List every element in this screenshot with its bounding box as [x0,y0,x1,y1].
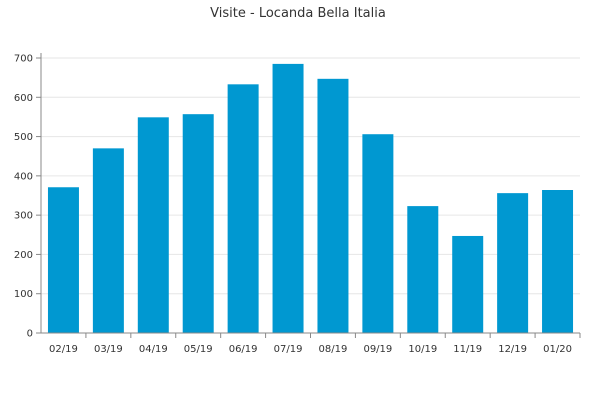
bar [317,78,349,333]
bar [542,190,574,333]
bar [137,117,169,333]
x-tick-label: 01/20 [543,344,572,355]
x-tick-label: 11/19 [453,344,482,355]
grid-lines [41,57,580,295]
bar [272,63,304,334]
bar [92,148,124,333]
x-tick-label: 09/19 [363,344,392,355]
x-tick-labels: 02/19 03/19 04/19 05/19 06/19 07/19 08/19 09/19… [49,344,572,355]
bar [362,134,394,333]
bar [407,206,439,333]
y-tick-label: 500 [14,132,33,143]
bar [182,114,214,333]
y-tick-label: 200 [14,250,33,261]
bars [47,63,574,334]
y-tick-labels: 0 100 200 300 400 500 600 700 [14,54,33,340]
chart-title: Visite - Locanda Bella Italia [210,6,386,21]
x-tick-label: 03/19 [94,344,123,355]
bar [452,235,484,333]
x-tick-label: 12/19 [498,344,527,355]
bar [497,193,529,333]
x-tick-label: 02/19 [49,344,78,355]
bar [227,84,259,333]
y-tick-label: 700 [14,54,33,65]
x-tick-label: 10/19 [408,344,437,355]
x-tick-label: 07/19 [274,344,303,355]
x-tick-label: 06/19 [229,344,258,355]
y-tick-label: 0 [27,329,33,340]
axes [36,53,581,338]
y-tick-label: 400 [14,171,33,182]
x-tick-label: 08/19 [319,344,348,355]
y-tick-label: 100 [14,289,33,300]
y-tick-label: 600 [14,93,33,104]
x-tick-label: 04/19 [139,344,168,355]
y-tick-label: 300 [14,211,33,222]
x-tick-label: 05/19 [184,344,213,355]
bar [47,187,79,333]
